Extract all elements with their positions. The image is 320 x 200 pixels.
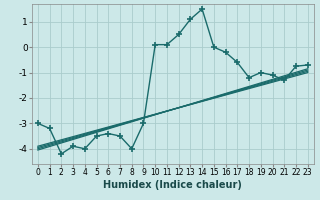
X-axis label: Humidex (Indice chaleur): Humidex (Indice chaleur) xyxy=(103,180,242,190)
